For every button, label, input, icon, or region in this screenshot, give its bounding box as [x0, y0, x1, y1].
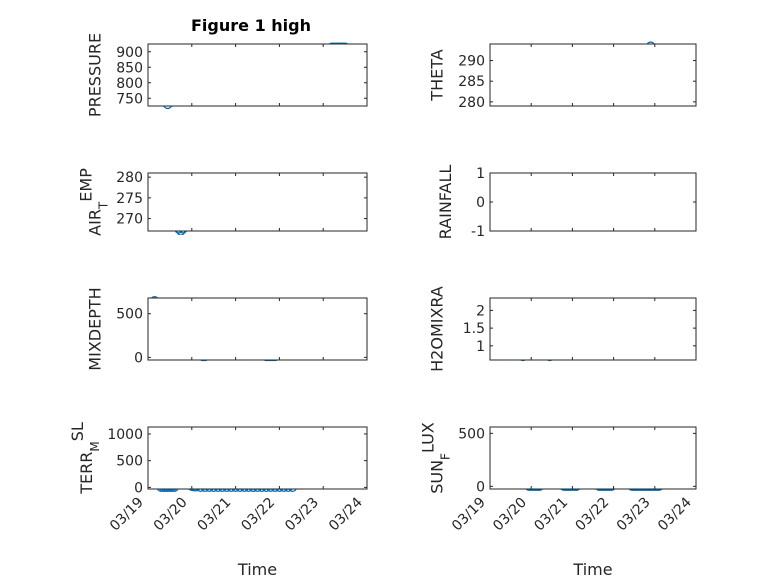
subplot-5: 0 500 MIXDEPTH — [86, 287, 368, 371]
y-tick-label: 500 — [116, 454, 143, 470]
figure-title: Figure 1 high — [191, 16, 311, 35]
y-tick-label: 900 — [116, 45, 143, 61]
y-tick-label: 280 — [458, 95, 485, 111]
axes-frame — [147, 426, 368, 490]
subplot-4: -1 0 1 RAINFALL — [436, 165, 697, 240]
x-axis-label: Time — [237, 560, 277, 579]
y-tick-label: 750 — [116, 91, 143, 107]
y-axis-label: THETA — [428, 49, 447, 101]
y-tick-label: 290 — [458, 54, 485, 70]
y-tick-label: 1 — [476, 166, 485, 182]
y-tick-label: 800 — [116, 76, 143, 92]
y-tick-label: 0 — [134, 480, 143, 496]
y-tick-label: 280 — [116, 170, 143, 186]
y-axis-label: H2OMIXRA — [428, 286, 447, 372]
axes-frame — [489, 172, 697, 232]
y-axis-label: AIRTEMP — [76, 168, 111, 236]
x-axis-label: Time — [572, 560, 612, 579]
subplot-2: 280 285 290 THETA — [428, 41, 697, 111]
axes-frame — [147, 297, 368, 361]
axes-frame — [147, 43, 368, 107]
y-tick-label: 275 — [116, 191, 143, 207]
y-tick-label: -1 — [471, 224, 485, 240]
y-tick-label: 2 — [476, 303, 485, 319]
axes-frame — [489, 43, 697, 107]
y-tick-label: 0 — [134, 350, 143, 366]
y-tick-label: 1.5 — [463, 321, 485, 337]
subplot-3: 270 275 280 AIRTEMP — [76, 168, 368, 236]
y-tick-label: 1 — [476, 339, 485, 355]
axes-frame — [489, 426, 697, 490]
y-axis-label: RAINFALL — [436, 165, 455, 240]
y-axis-label: MIXDEPTH — [86, 287, 105, 370]
y-tick-label: 850 — [116, 60, 143, 76]
axes-frame — [489, 297, 697, 361]
y-tick-label: 500 — [116, 307, 143, 323]
y-tick-label: 1000 — [107, 427, 143, 443]
y-tick-label: 500 — [458, 426, 485, 442]
y-tick-label: 0 — [476, 479, 485, 495]
y-axis-label: SUNFLUX — [418, 422, 453, 494]
subplot-6: 1 1.5 2 H2OMIXRA — [428, 286, 697, 372]
axes-frame — [147, 172, 368, 232]
y-tick-label: 270 — [116, 212, 143, 228]
y-axis-label: TERRMSL — [68, 422, 103, 495]
y-axis-label: PRESSURE — [86, 33, 105, 117]
y-tick-label: 285 — [458, 74, 485, 90]
y-tick-label: 0 — [476, 195, 485, 211]
